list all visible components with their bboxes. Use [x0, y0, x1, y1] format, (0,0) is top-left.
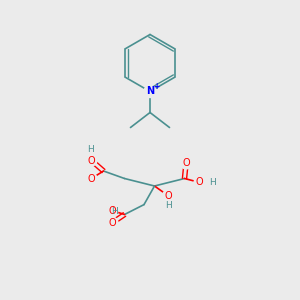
- Circle shape: [194, 177, 205, 188]
- Text: +: +: [154, 82, 160, 91]
- Text: H: H: [112, 207, 118, 216]
- Text: O: O: [88, 155, 95, 166]
- Circle shape: [86, 173, 97, 184]
- Text: O: O: [88, 173, 95, 184]
- Text: H: H: [165, 201, 171, 210]
- Text: O: O: [109, 218, 116, 228]
- Text: O: O: [196, 177, 203, 188]
- Text: O: O: [182, 158, 190, 169]
- Circle shape: [181, 158, 191, 169]
- Text: H: H: [210, 178, 216, 187]
- Circle shape: [107, 217, 118, 228]
- Text: H: H: [87, 145, 93, 154]
- Circle shape: [144, 85, 156, 98]
- Circle shape: [163, 190, 173, 201]
- Circle shape: [86, 155, 97, 166]
- Text: O: O: [164, 190, 172, 201]
- Circle shape: [107, 205, 118, 216]
- Text: N: N: [146, 86, 154, 97]
- Text: O: O: [109, 206, 116, 216]
